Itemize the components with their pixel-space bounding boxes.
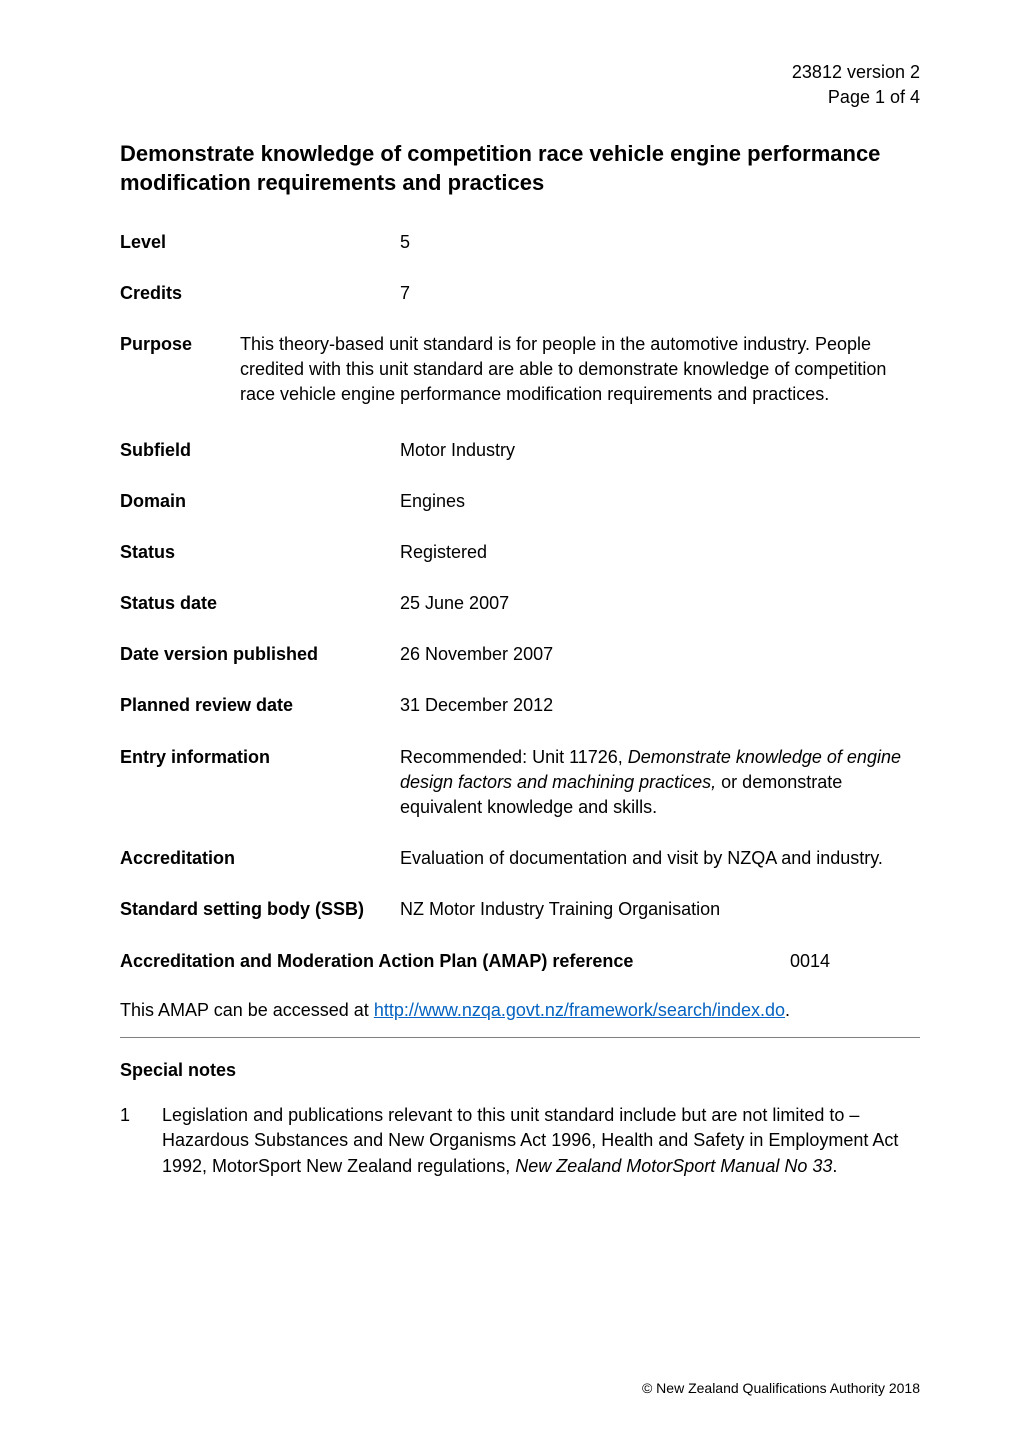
status-label: Status [120, 540, 400, 565]
status-value: Registered [400, 540, 920, 565]
field-status-date: Status date 25 June 2007 [120, 591, 920, 616]
footer-copyright: © New Zealand Qualifications Authority 2… [120, 1379, 920, 1399]
status-date-value: 25 June 2007 [400, 591, 920, 616]
entry-info-prefix: Recommended: Unit 11726, [400, 747, 628, 767]
planned-review-value: 31 December 2012 [400, 693, 920, 718]
date-published-value: 26 November 2007 [400, 642, 920, 667]
special-note-item: 1 Legislation and publications relevant … [120, 1103, 920, 1179]
ssb-value: NZ Motor Industry Training Organisation [400, 897, 920, 922]
item-num: 1 [120, 1103, 162, 1179]
doc-id: 23812 version 2 [120, 60, 920, 85]
field-amap-ref: Accreditation and Moderation Action Plan… [120, 949, 920, 974]
level-label: Level [120, 230, 400, 255]
item-italic: New Zealand MotorSport Manual No 33 [515, 1156, 832, 1176]
field-level: Level 5 [120, 230, 920, 255]
amap-text-prefix: This AMAP can be accessed at [120, 1000, 374, 1020]
planned-review-label: Planned review date [120, 693, 400, 718]
purpose-label: Purpose [120, 332, 240, 408]
credits-value: 7 [400, 281, 920, 306]
accreditation-value: Evaluation of documentation and visit by… [400, 846, 920, 871]
amap-text-suffix: . [785, 1000, 790, 1020]
entry-info-value: Recommended: Unit 11726, Demonstrate kno… [400, 745, 920, 821]
date-published-label: Date version published [120, 642, 400, 667]
field-planned-review: Planned review date 31 December 2012 [120, 693, 920, 718]
entry-info-label: Entry information [120, 745, 400, 821]
page-title: Demonstrate knowledge of competition rac… [120, 140, 920, 197]
accreditation-label: Accreditation [120, 846, 400, 871]
divider [120, 1037, 920, 1038]
header-block: 23812 version 2 Page 1 of 4 [120, 60, 920, 110]
item-suffix: . [832, 1156, 837, 1176]
status-date-label: Status date [120, 591, 400, 616]
amap-ref-value: 0014 [790, 949, 920, 974]
domain-value: Engines [400, 489, 920, 514]
subfield-label: Subfield [120, 438, 400, 463]
field-ssb: Standard setting body (SSB) NZ Motor Ind… [120, 897, 920, 922]
special-notes-heading: Special notes [120, 1058, 920, 1083]
item-text: Legislation and publications relevant to… [162, 1103, 920, 1179]
amap-access-text: This AMAP can be accessed at http://www.… [120, 998, 920, 1023]
ssb-label: Standard setting body (SSB) [120, 897, 400, 922]
purpose-value: This theory-based unit standard is for p… [240, 332, 920, 408]
field-date-published: Date version published 26 November 2007 [120, 642, 920, 667]
domain-label: Domain [120, 489, 400, 514]
credits-label: Credits [120, 281, 400, 306]
field-status: Status Registered [120, 540, 920, 565]
page-info: Page 1 of 4 [120, 85, 920, 110]
field-purpose: Purpose This theory-based unit standard … [120, 332, 920, 408]
field-accreditation: Accreditation Evaluation of documentatio… [120, 846, 920, 871]
field-domain: Domain Engines [120, 489, 920, 514]
field-subfield: Subfield Motor Industry [120, 438, 920, 463]
level-value: 5 [400, 230, 920, 255]
subfield-value: Motor Industry [400, 438, 920, 463]
amap-ref-label: Accreditation and Moderation Action Plan… [120, 949, 790, 974]
amap-link[interactable]: http://www.nzqa.govt.nz/framework/search… [374, 1000, 785, 1020]
field-entry-info: Entry information Recommended: Unit 1172… [120, 745, 920, 821]
field-credits: Credits 7 [120, 281, 920, 306]
